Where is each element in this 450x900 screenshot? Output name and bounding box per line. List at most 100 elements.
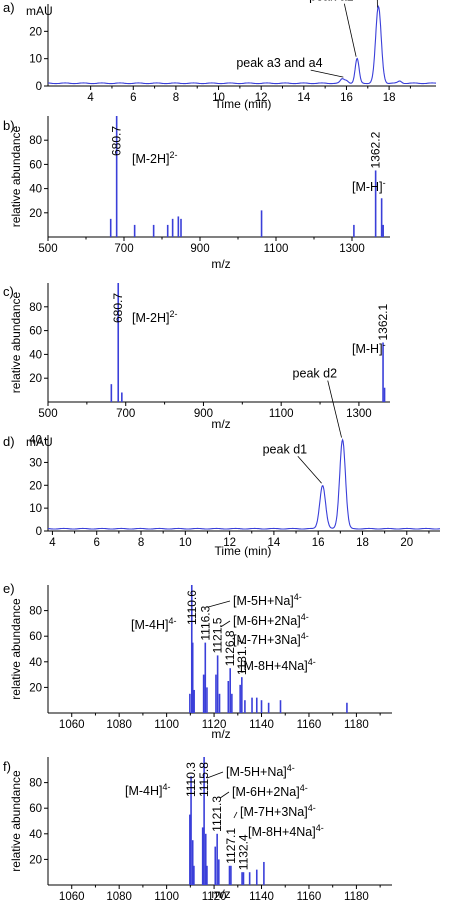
x-tick-label: 1100 <box>264 243 289 255</box>
peak-annotation: peak d1 <box>263 442 308 456</box>
peak-mz-label: 1127.1 <box>224 828 238 864</box>
chart-panel-b: b) 500 700 900 1100 1300 20 40 60 80 m/z relative a… <box>3 116 390 271</box>
x-tick-label: 1080 <box>106 891 132 900</box>
x-tick-label: 900 <box>190 243 209 255</box>
peak-mz-label: 1131.7 <box>235 639 249 675</box>
ion-label-leader <box>220 620 231 628</box>
x-tick-label: 4 <box>87 92 94 104</box>
x-tick-label: 8 <box>173 92 179 104</box>
peak-annotation: peak a1 <box>309 0 354 4</box>
y-axis-label: relative abundance <box>9 598 23 700</box>
annotation-leader <box>297 456 322 484</box>
y-axis-label: mAU <box>26 435 53 449</box>
x-tick-label: 12 <box>223 537 236 549</box>
x-tick-label: 700 <box>114 243 133 255</box>
y-tick-label: 40 <box>29 349 42 361</box>
peak-mz-label: 1132.4 <box>236 834 250 870</box>
ion-label: [M-7H+3Na]4- <box>233 631 309 647</box>
x-tick-label: 1140 <box>249 891 274 900</box>
y-tick-label: 30 <box>29 457 42 469</box>
y-tick-label: 20 <box>29 373 42 385</box>
peak-mz-label: 680.7 <box>111 293 125 323</box>
x-tick-label: 1060 <box>59 719 85 731</box>
ion-label-leader <box>233 811 238 819</box>
x-tick-label: 1180 <box>344 719 369 731</box>
x-tick-label: 6 <box>94 537 100 549</box>
x-axis-label: Time (min) <box>215 97 272 111</box>
ion-charge-superscript: 4- <box>163 782 171 792</box>
y-tick-label: 10 <box>29 54 42 66</box>
panel-label: e) <box>3 581 15 596</box>
x-tick-label: 1180 <box>344 891 369 900</box>
y-tick-label: 20 <box>29 854 42 866</box>
ion-label-leader <box>219 791 230 799</box>
annotation-leader <box>376 0 378 8</box>
x-tick-label: 1160 <box>297 719 322 731</box>
y-tick-label: 80 <box>29 606 42 618</box>
ion-charge-superscript: 4- <box>169 616 177 626</box>
y-tick-label: 60 <box>29 326 42 338</box>
x-tick-label: 18 <box>383 92 396 104</box>
peak-annotation: peak a3 and a4 <box>236 56 322 70</box>
panel-label: c) <box>3 284 14 299</box>
peak-mz-label: 1110.3 <box>184 762 198 797</box>
ion-charge-superscript: 4- <box>301 631 309 641</box>
chart-panel-a: a) 4 6 8 10 12 14 16 18 0 10 20 Time (min) mAU peak a3… <box>3 0 437 111</box>
x-tick-label: 1120 <box>202 719 227 731</box>
y-axis-label: relative abundance <box>9 125 23 227</box>
y-tick-label: 20 <box>29 480 42 492</box>
x-tick-label: 1100 <box>154 891 179 900</box>
y-tick-label: 80 <box>29 778 42 790</box>
ion-label: [M-4H]4- <box>131 616 177 632</box>
y-tick-label: 60 <box>29 159 42 171</box>
ion-charge-superscript: 4- <box>316 823 324 833</box>
y-tick-label: 60 <box>29 803 42 815</box>
ion-charge-superscript: 4- <box>308 657 316 667</box>
ion-label: [M-2H]2- <box>132 309 178 325</box>
x-tick-label: 10 <box>179 537 192 549</box>
ion-charge-superscript: 4- <box>300 783 308 793</box>
ion-label: [M-H]- <box>352 340 386 356</box>
peak-annotation: peak d2 <box>293 367 338 381</box>
x-tick-label: 14 <box>297 92 310 104</box>
peak-mz-label: 1121.3 <box>210 796 224 832</box>
x-tick-label: 4 <box>49 537 56 549</box>
peak-mz-label: 1126.8 <box>223 630 237 666</box>
x-tick-label: 1100 <box>269 408 294 420</box>
x-tick-label: 8 <box>138 537 144 549</box>
y-tick-label: 20 <box>29 682 42 694</box>
ion-label: [M-5H+Na]4- <box>233 592 302 608</box>
x-tick-label: 700 <box>116 408 135 420</box>
y-axis-label: relative abundance <box>9 291 23 393</box>
x-axis-label: m/z <box>211 727 230 741</box>
x-tick-label: 1080 <box>106 719 132 731</box>
peak-mz-label: 1362.1 <box>376 303 390 340</box>
ion-charge-superscript: 4- <box>287 763 295 773</box>
x-tick-label: 20 <box>400 537 413 549</box>
x-tick-label: 16 <box>340 92 353 104</box>
y-tick-label: 80 <box>29 135 42 147</box>
y-tick-label: 40 <box>29 184 42 196</box>
x-axis-label: m/z <box>211 417 230 431</box>
peak-mz-label: 1362.2 <box>369 131 383 168</box>
annotation-leader <box>310 69 344 78</box>
ion-charge-superscript: - <box>383 340 386 350</box>
ion-label: [M-6H+2Na]4- <box>233 612 309 628</box>
y-tick-label: 60 <box>29 631 42 643</box>
ion-label: [M-8H+4Na]4- <box>240 657 316 673</box>
peak-mz-label: 1115.8 <box>197 762 211 797</box>
x-tick-label: 14 <box>267 537 280 549</box>
annotation-leader <box>327 380 342 438</box>
panel-label: f) <box>3 759 11 774</box>
panel-label: b) <box>3 118 15 133</box>
chromatogram-trace <box>48 4 437 85</box>
y-tick-label: 10 <box>29 503 42 515</box>
x-tick-label: 18 <box>356 537 369 549</box>
ion-label: [M-4H]4- <box>125 782 171 798</box>
y-tick-label: 20 <box>29 26 42 38</box>
y-tick-label: 20 <box>29 208 42 220</box>
x-tick-label: 6 <box>130 92 136 104</box>
y-tick-label: 40 <box>29 829 42 841</box>
chart-panel-f: f) 1060 1080 1100 1120 1140 1160 1180 20 40 60 80 m/… <box>3 757 392 900</box>
